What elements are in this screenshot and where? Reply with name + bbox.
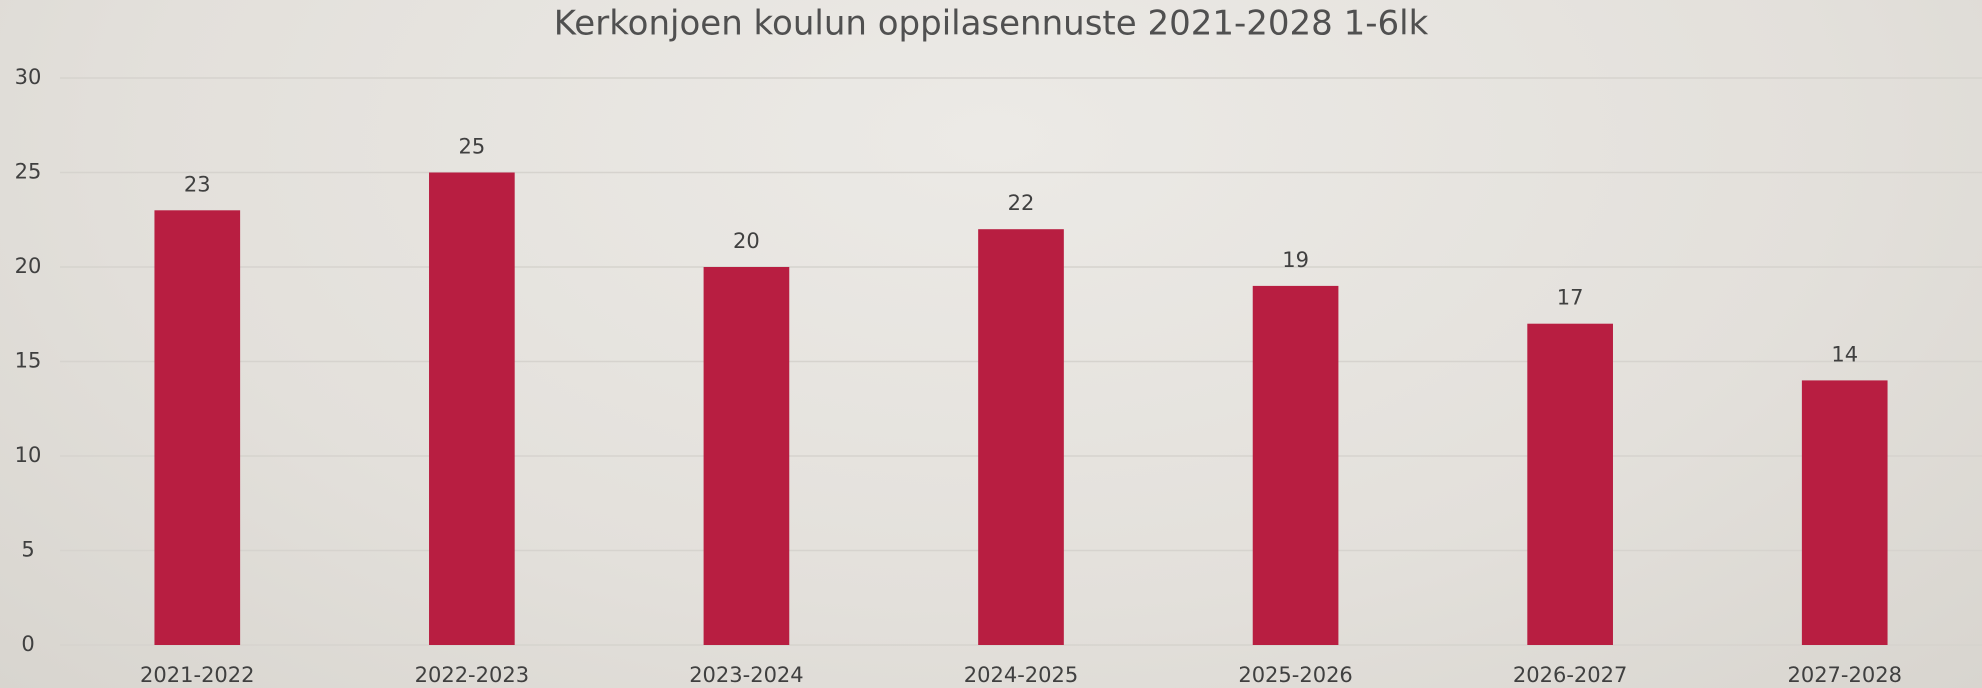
data-label: 20 — [733, 229, 760, 253]
y-tick-label: 25 — [15, 160, 42, 184]
x-tick-label: 2027-2028 — [1787, 663, 1901, 687]
x-tick-label: 2022-2023 — [415, 663, 529, 687]
x-tick-label: 2024-2025 — [964, 663, 1078, 687]
x-tick-label: 2025-2026 — [1238, 663, 1352, 687]
y-tick-label: 0 — [21, 632, 34, 656]
bar — [978, 229, 1064, 645]
bar — [1527, 323, 1613, 645]
bar — [429, 172, 515, 645]
y-tick-label: 15 — [15, 349, 42, 373]
x-tick-label: 2023-2024 — [689, 663, 803, 687]
data-label: 23 — [184, 172, 211, 196]
data-label: 17 — [1557, 286, 1584, 310]
data-label: 22 — [1008, 191, 1035, 215]
y-tick-label: 10 — [15, 443, 42, 467]
y-tick-label: 20 — [15, 254, 42, 278]
data-label: 25 — [458, 135, 485, 159]
x-tick-label: 2021-2022 — [140, 663, 254, 687]
chart-title: Kerkonjoen koulun oppilasennuste 2021-20… — [554, 4, 1429, 44]
bar — [1801, 380, 1888, 645]
data-label: 19 — [1282, 248, 1309, 272]
bar — [154, 210, 241, 646]
y-tick-label: 30 — [15, 65, 42, 89]
y-tick-label: 5 — [21, 538, 34, 562]
bar — [703, 267, 790, 645]
x-tick-label: 2026-2027 — [1513, 663, 1627, 687]
data-label: 14 — [1831, 342, 1858, 366]
bar — [1252, 285, 1339, 645]
